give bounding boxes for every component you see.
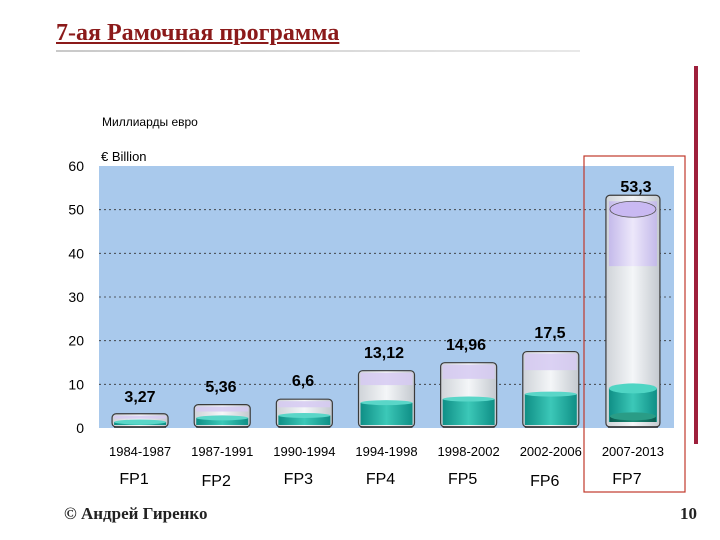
glass-tint — [360, 372, 413, 386]
glass-tint — [114, 415, 167, 419]
y-axis-label-en: € Billion — [101, 149, 147, 164]
y-tick-label: 50 — [68, 202, 84, 218]
y-tick-label: 20 — [68, 333, 84, 349]
data-value-label: 6,6 — [292, 373, 314, 390]
liquid-surface — [114, 419, 167, 425]
y-axis-label-ru: Миллиарды евро — [102, 115, 198, 129]
title-underline — [56, 50, 580, 52]
bar-fp5 — [440, 362, 498, 428]
liquid-surface — [278, 412, 331, 418]
x-category-label: 1987-1991 — [191, 444, 253, 459]
y-tick-label: 30 — [68, 289, 84, 305]
program-label: FP6 — [530, 473, 559, 490]
author-footer: © Андрей Гиренко — [64, 504, 208, 523]
data-value-label: 5,36 — [205, 379, 236, 396]
bar-fp1 — [111, 413, 169, 428]
data-value-label: 17,5 — [534, 325, 565, 342]
program-label: FP2 — [202, 473, 231, 490]
liquid — [524, 394, 577, 425]
liquid-dark-surface — [609, 412, 656, 421]
program-label: FP1 — [119, 471, 148, 488]
program-label: FP5 — [448, 471, 477, 488]
liquid — [360, 402, 413, 425]
liquid — [278, 415, 331, 425]
y-tick-label: 10 — [68, 376, 84, 392]
page-number: 10 — [680, 504, 697, 523]
program-label: FP3 — [284, 471, 313, 488]
glass-tint — [442, 364, 495, 379]
program-label: FP4 — [366, 471, 395, 488]
y-tick-label: 40 — [68, 245, 84, 261]
liquid-surface — [524, 391, 577, 397]
x-category-label: 2007-2013 — [602, 444, 664, 459]
liquid-surface — [442, 396, 495, 402]
data-value-label: 14,96 — [446, 337, 486, 354]
bar-fp2 — [193, 403, 251, 428]
liquid-surface — [608, 383, 657, 394]
fp7-highlight-box — [583, 155, 686, 493]
liquid — [196, 417, 249, 425]
data-value-label: 53,3 — [620, 179, 651, 196]
liquid — [442, 399, 495, 425]
data-value-label: 13,12 — [364, 345, 404, 362]
page-title: 7-ая Рамочная программа — [56, 20, 340, 46]
y-tick-label: 60 — [68, 158, 84, 174]
x-category-label: 2002-2006 — [520, 444, 582, 459]
x-category-label: 1994-1998 — [355, 444, 417, 459]
x-category-label: 1990-1994 — [273, 444, 335, 459]
bar-fp7 — [605, 194, 661, 428]
data-value-label: 3,27 — [124, 389, 155, 406]
glass-tint — [196, 406, 249, 412]
x-category-label: 1998-2002 — [438, 444, 500, 459]
bar-fp4 — [357, 370, 416, 428]
bar-fp6 — [522, 350, 580, 428]
liquid-surface — [196, 415, 249, 421]
bar-fp3 — [275, 398, 333, 428]
program-label: FP7 — [612, 471, 641, 488]
liquid-surface — [360, 400, 413, 406]
glass-tint — [278, 401, 331, 408]
accent-bar — [694, 66, 698, 444]
x-category-label: 1984-1987 — [109, 444, 171, 459]
glass-tint — [524, 353, 577, 371]
glass-rim — [609, 200, 657, 218]
y-tick-label: 0 — [76, 420, 84, 436]
